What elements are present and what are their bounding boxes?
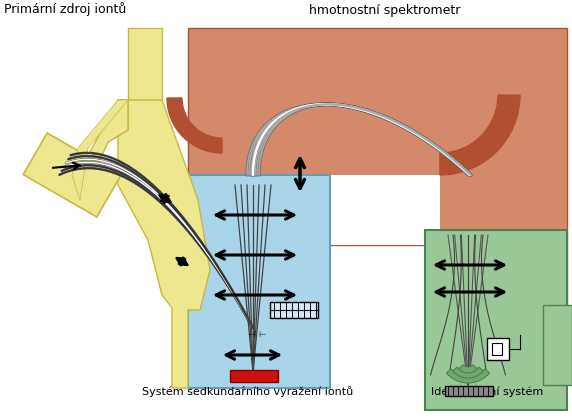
Bar: [275, 175, 440, 245]
Wedge shape: [452, 367, 483, 378]
Text: ⊣: ⊣: [247, 330, 254, 339]
Bar: [543, 305, 572, 385]
Text: Identifikační systém: Identifikační systém: [431, 386, 543, 397]
Bar: [230, 370, 278, 382]
Wedge shape: [459, 365, 477, 373]
Text: ⊢: ⊢: [258, 330, 265, 339]
Wedge shape: [447, 369, 490, 383]
Wedge shape: [440, 95, 520, 175]
Bar: [188, 28, 567, 245]
Bar: [445, 386, 493, 396]
Bar: [188, 175, 330, 388]
Polygon shape: [90, 100, 128, 160]
Bar: [492, 343, 502, 355]
Text: Systém sedkundaŕního vyražení iontů: Systém sedkundaŕního vyražení iontů: [142, 386, 353, 397]
Bar: [128, 28, 162, 100]
Polygon shape: [118, 100, 210, 388]
Polygon shape: [23, 133, 121, 217]
Bar: [425, 230, 567, 410]
Text: hmotnostní spektrometr: hmotnostní spektrometr: [309, 4, 460, 17]
Bar: [270, 302, 318, 318]
Text: Primární zdroj iontů: Primární zdroj iontů: [4, 2, 126, 16]
Wedge shape: [167, 98, 222, 153]
Polygon shape: [98, 100, 128, 162]
Polygon shape: [72, 100, 128, 200]
Bar: [487, 338, 509, 360]
Bar: [440, 245, 567, 308]
